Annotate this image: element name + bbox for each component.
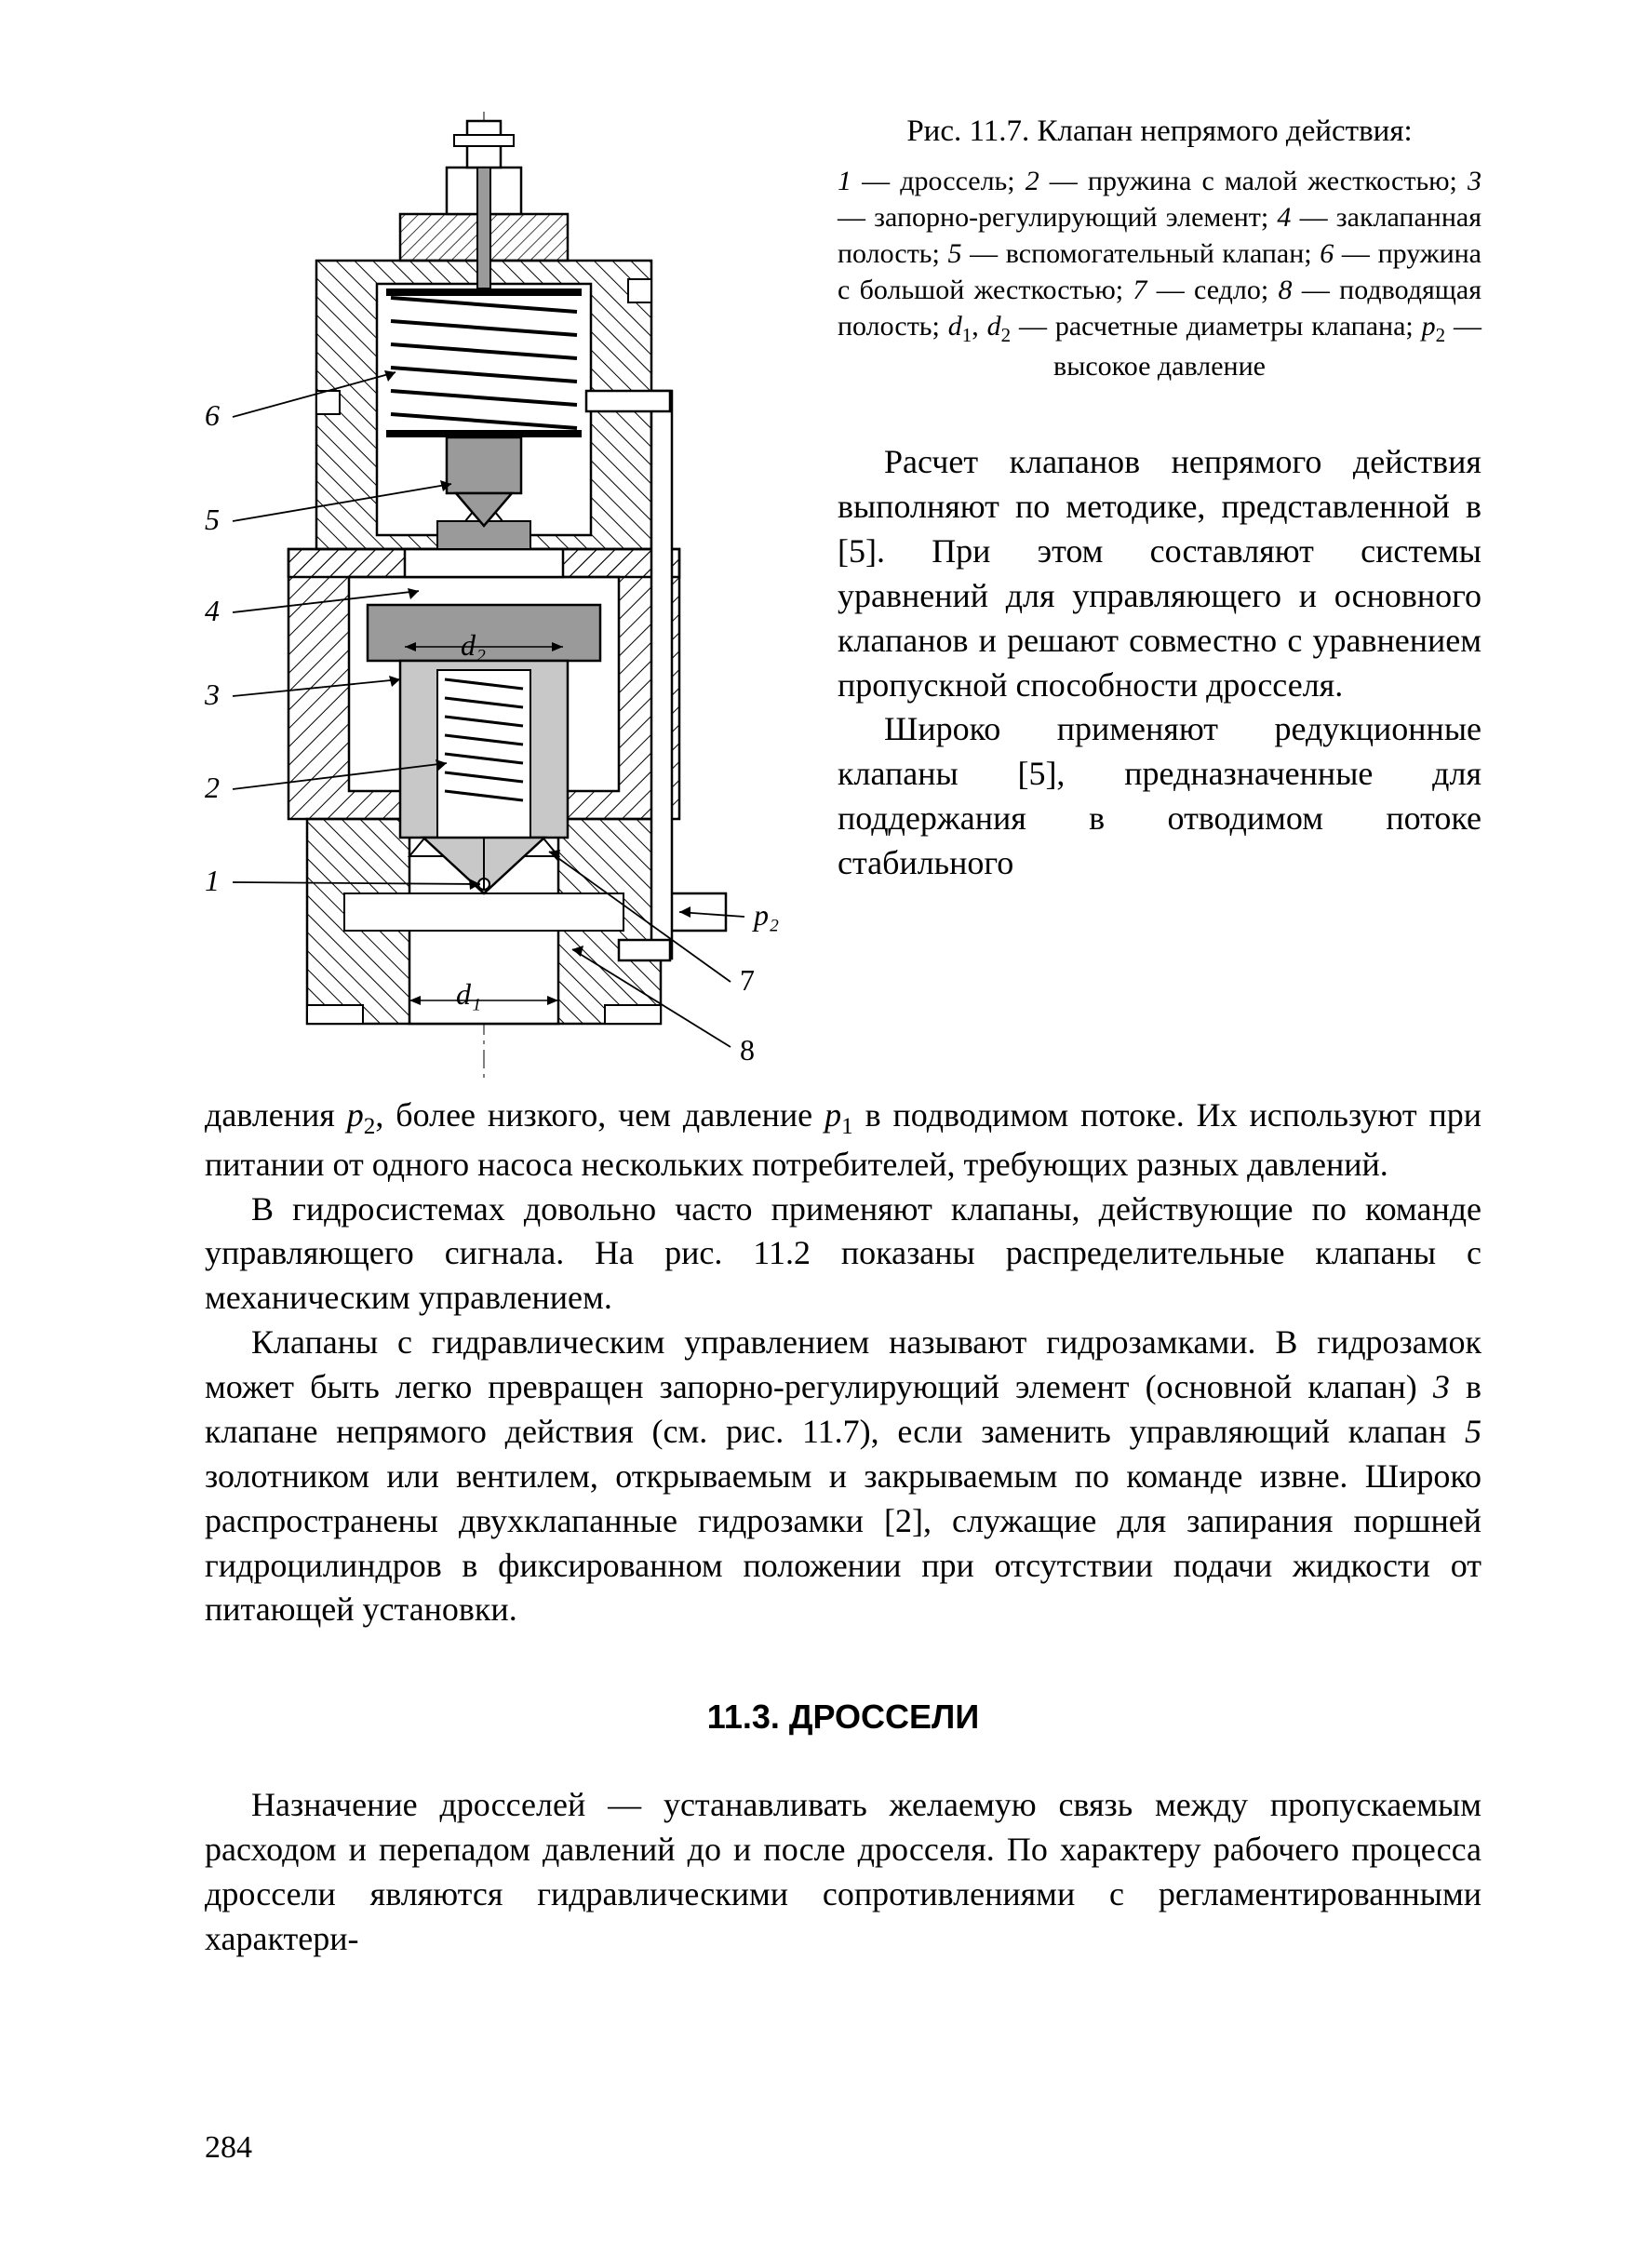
label-5: 5 bbox=[205, 503, 220, 537]
valve-cross-section-svg bbox=[205, 112, 800, 1080]
section-heading-11-3: 11.3. ДРОССЕЛИ bbox=[205, 1698, 1481, 1737]
page-number: 284 bbox=[205, 2130, 252, 2166]
paragraph-section-1: Назначение дросселей — устанавливать жел… bbox=[205, 1783, 1481, 1962]
label-1: 1 bbox=[205, 864, 220, 898]
paragraph-body-1: В гидросистемах довольно часто применяют… bbox=[205, 1188, 1481, 1322]
paragraph-body-2: Клапаны с гидравлическим управлением наз… bbox=[205, 1321, 1481, 1632]
label-p2: p₂ bbox=[754, 898, 779, 933]
paragraph-top-2a: Широко применяют редукционные клапаны [5… bbox=[838, 707, 1481, 886]
figure-title: Рис. 11.7. Клапан непрямого действия: bbox=[838, 112, 1481, 152]
label-6: 6 bbox=[205, 398, 220, 433]
label-8: 8 bbox=[740, 1033, 755, 1067]
paragraph-top-2b: давления p2, более низкого, чем давление… bbox=[205, 1094, 1481, 1188]
label-d2: d₂ bbox=[461, 628, 486, 663]
label-d1: d₁ bbox=[456, 977, 481, 1012]
figure-legend: 1 — дроссель; 2 — пружина с малой жестко… bbox=[838, 163, 1481, 384]
label-4: 4 bbox=[205, 594, 220, 628]
paragraph-top-1: Расчет клапанов непрямого действия выпол… bbox=[838, 440, 1481, 707]
label-3: 3 bbox=[205, 678, 220, 712]
figure-11-7: 6 5 4 3 2 1 p₂ 7 8 d₁ d₂ bbox=[205, 112, 800, 1084]
label-2: 2 bbox=[205, 771, 220, 805]
label-7: 7 bbox=[740, 963, 755, 998]
